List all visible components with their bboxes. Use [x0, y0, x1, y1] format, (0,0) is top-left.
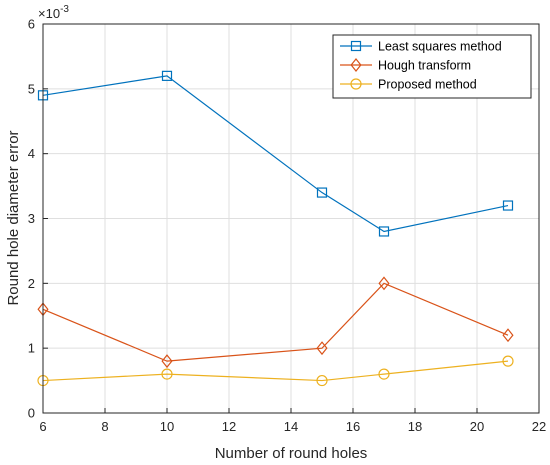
y-exponent-label: ×10-3	[38, 4, 69, 21]
series-line	[42, 282, 509, 362]
series-2	[37, 276, 514, 369]
y-tick-label: 1	[28, 341, 35, 356]
y-tick-label: 2	[28, 276, 35, 291]
diamond-marker	[502, 328, 514, 343]
series-line	[42, 360, 509, 382]
x-tick-label: 10	[160, 419, 174, 434]
square-marker	[502, 200, 514, 211]
diamond-marker	[378, 276, 390, 291]
series-layer	[37, 70, 514, 387]
series-line	[42, 75, 509, 233]
legend-item: Proposed method	[340, 78, 477, 92]
x-tick-label: 20	[470, 419, 484, 434]
legend: Least squares method Hough transform Propo…	[332, 34, 532, 99]
legend-label: Proposed method	[378, 78, 477, 92]
legend-label: Least squares method	[378, 40, 502, 54]
x-tick-label: 18	[408, 419, 422, 434]
diamond-marker	[350, 58, 362, 72]
x-tick-label: 16	[346, 419, 360, 434]
square-marker	[378, 226, 390, 237]
circle-marker	[350, 78, 362, 90]
circle-marker	[378, 368, 390, 380]
diamond-marker	[316, 341, 328, 356]
y-tick-label: 5	[28, 81, 35, 96]
y-tick-label: 0	[28, 406, 35, 421]
y-axis-title: Round hole diameter error	[5, 130, 22, 305]
x-tick-label: 6	[39, 419, 46, 434]
square-marker	[350, 40, 362, 52]
square-marker	[316, 187, 328, 198]
legend-item: Least squares method	[340, 40, 502, 54]
square-marker	[161, 70, 173, 81]
circle-marker	[161, 368, 173, 380]
x-tick-label: 14	[284, 419, 298, 434]
y-tick-label: 4	[28, 146, 35, 161]
series-1	[37, 70, 514, 237]
x-tick-label: 22	[532, 419, 546, 434]
circle-marker	[316, 374, 328, 387]
x-tick-label: 8	[101, 419, 108, 434]
x-tick-label: 12	[222, 419, 236, 434]
legend-item: Hough transform	[340, 58, 471, 73]
circle-marker	[502, 355, 514, 367]
y-tick-label: 6	[28, 17, 35, 32]
x-axis-title: Number of round holes	[215, 445, 368, 462]
diamond-marker	[161, 354, 173, 369]
y-tick-label: 3	[28, 211, 35, 226]
legend-label: Hough transform	[378, 59, 471, 73]
